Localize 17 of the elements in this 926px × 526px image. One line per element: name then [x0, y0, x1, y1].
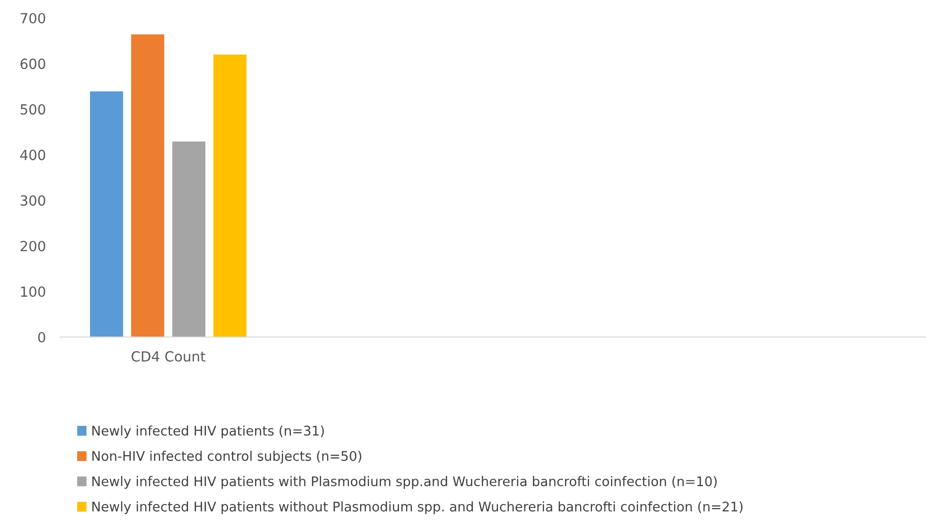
bar [213, 54, 247, 337]
y-tick-label: 700 [20, 12, 46, 24]
bar [131, 34, 164, 337]
legend-label: Newly infected HIV patients without Plasmodium spp. and Wuchereria bancrofti coinfection (n=21) [92, 501, 742, 514]
legend-label: Newly infected HIV patients (n=31) [92, 425, 324, 438]
x-tick-label: CD4 Count [132, 351, 206, 362]
y-tick-label: 200 [20, 240, 46, 252]
bar [172, 142, 206, 337]
y-tick-label: 600 [20, 58, 46, 70]
bar [90, 91, 124, 337]
legend-label: Newly infected HIV patients with Plasmodium spp.and Wuchereria bancrofti coinfection (n=10) [92, 476, 717, 489]
y-tick-label: 300 [20, 195, 46, 206]
y-tick-label: 100 [21, 286, 46, 297]
legend-label: Non-HIV infected control subjects (n=50) [92, 450, 362, 464]
y-tick-label: 0 [38, 332, 46, 342]
y-tick-label: 400 [20, 150, 46, 160]
y-tick-label: 500 [20, 104, 46, 115]
